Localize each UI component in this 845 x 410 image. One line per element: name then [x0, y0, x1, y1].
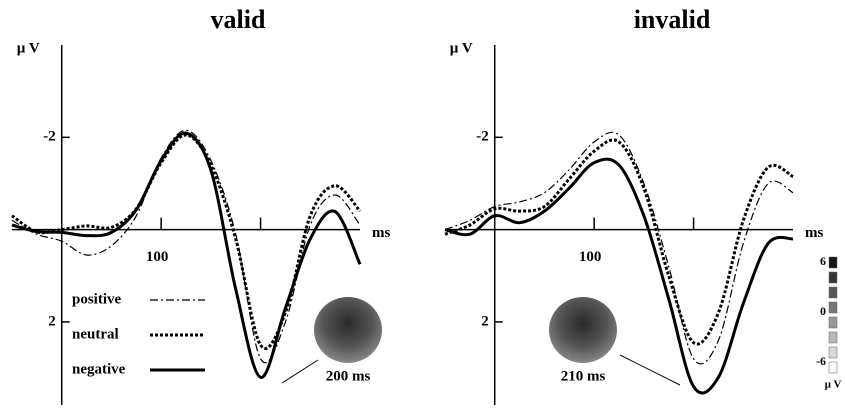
chart-title: valid — [211, 5, 266, 34]
colorbar-cell — [828, 331, 838, 344]
annotation: 210 ms — [561, 368, 606, 384]
x-tick-label: 100 — [579, 249, 602, 265]
colorbar-label: 6 — [820, 254, 826, 268]
colorbar-label: 0 — [820, 304, 826, 318]
series-line — [11, 131, 362, 379]
annotation: 200 ms — [326, 368, 371, 384]
series-line — [444, 138, 794, 346]
y-axis-label: µ V — [17, 40, 40, 56]
y-axis-label: µ V — [450, 40, 473, 56]
colorbar-cell — [828, 346, 838, 359]
series-line — [11, 129, 361, 364]
colorbar-cell — [828, 286, 838, 299]
chart-title: invalid — [634, 5, 711, 34]
legend-label: negative — [72, 361, 126, 377]
y-tick-label: 2 — [481, 313, 489, 329]
scalp-map — [314, 297, 382, 363]
y-tick-label: -2 — [43, 129, 56, 145]
colorbar-cell — [828, 361, 838, 374]
colorbar-cell — [828, 271, 838, 284]
colorbar-unit: µ V — [825, 379, 842, 391]
colorbar-cell — [828, 301, 838, 314]
x-axis-label: ms — [805, 225, 823, 241]
colorbar-cell — [828, 316, 838, 329]
legend-label: positive — [72, 291, 122, 307]
arrow — [619, 354, 681, 386]
colorbar-cell — [828, 256, 838, 269]
series-line — [444, 131, 794, 365]
arrow — [281, 359, 319, 384]
scalp-map — [549, 297, 617, 363]
series-line — [444, 157, 794, 395]
legend-label: neutral — [72, 326, 119, 342]
x-tick-label: 100 — [146, 249, 169, 265]
colorbar-label: -6 — [816, 354, 826, 368]
x-axis-label: ms — [372, 225, 390, 241]
y-tick-label: 2 — [48, 313, 56, 329]
y-tick-label: -2 — [476, 129, 489, 145]
